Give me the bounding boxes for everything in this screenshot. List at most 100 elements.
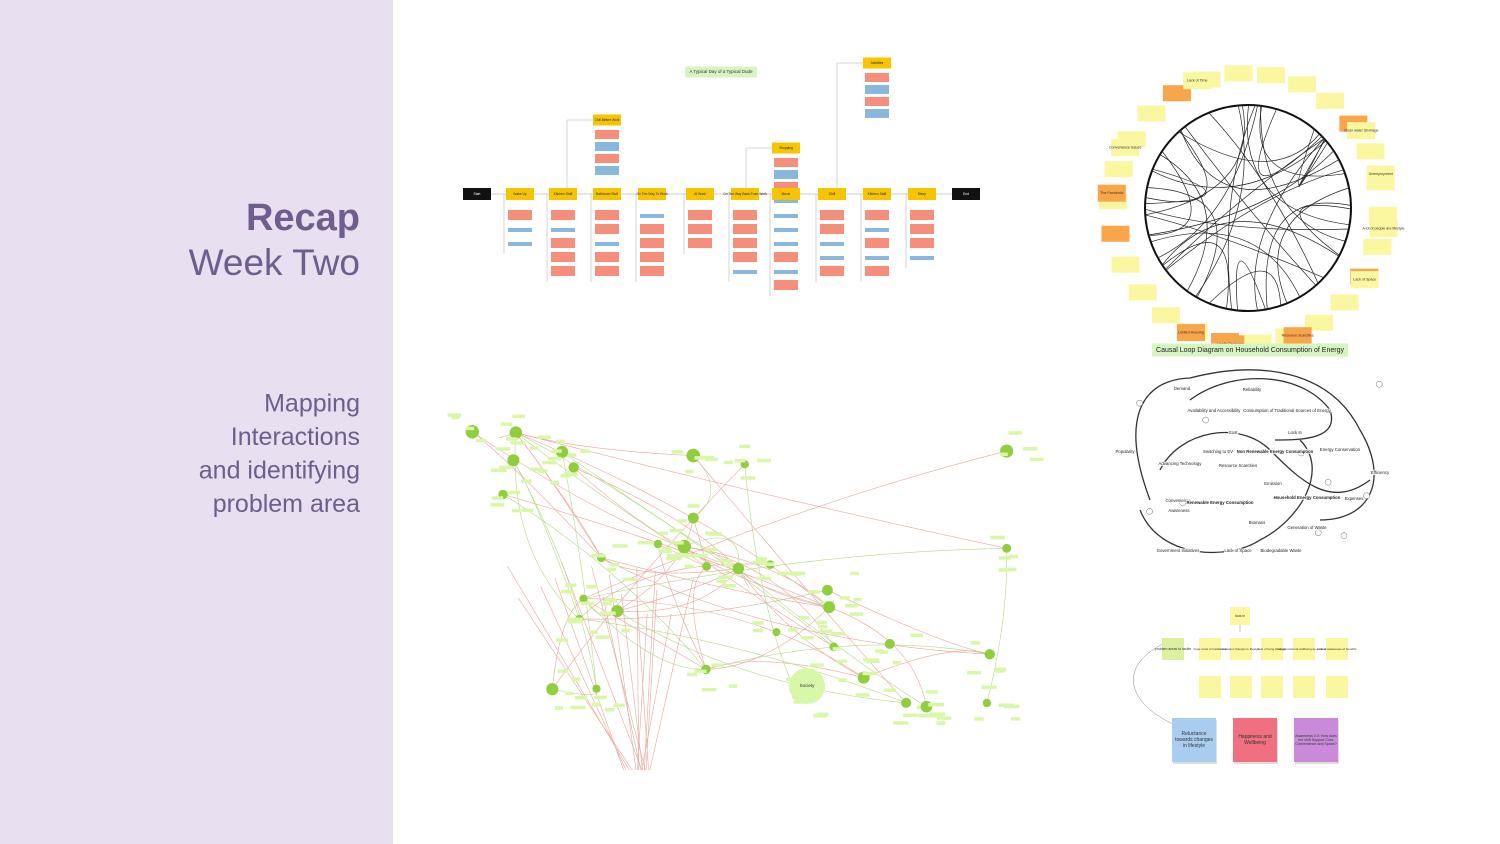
sub-note [865,85,889,94]
network-link [579,618,907,704]
network-link [693,455,907,704]
sticky [1288,76,1317,93]
causal-node: Biodegradable Waste [1261,548,1303,553]
area-text: Awareness 2.0: How does the shift Suppor… [1295,734,1337,746]
journey-step: End [963,192,969,196]
branch-line [836,62,863,194]
network-link [705,644,990,670]
journey-step-box [731,188,759,200]
sticky [1151,307,1180,324]
network-node [555,445,569,458]
network-leaf [565,583,577,587]
sub-note [551,266,575,276]
sticky [1111,256,1140,273]
network-leaf [548,456,562,461]
network-leaf [564,472,579,476]
sticky [1293,676,1315,698]
sub-note [640,224,664,234]
network-leaf [506,437,518,441]
sub-note [508,210,532,220]
affinity-line [1133,624,1241,726]
sub-note [733,270,757,274]
circle-label-box [1183,72,1212,90]
network-leaf [925,690,938,694]
sticky [1363,238,1392,255]
network-leaf [675,553,687,557]
circle-label: Unemployment [1369,172,1393,176]
network-node [611,604,624,618]
network-link [507,566,630,771]
network-node [568,462,579,473]
sub-note [910,238,934,248]
network-link [617,568,739,612]
network-leaf [607,567,616,572]
network-leaf [800,635,814,640]
network-leaf [659,531,669,535]
network-leaf [704,547,718,552]
journey-step-box [593,188,621,200]
causal-node: Renewable Energy Consumption [1186,500,1253,505]
network-leaf [999,452,1008,457]
network-leaf [574,695,588,700]
network-link [554,578,624,771]
network-leaf [879,650,889,654]
circle-label-box [1369,219,1398,237]
network-link [863,650,990,678]
network-leaf [832,647,841,651]
sticky [1368,206,1397,223]
network-node [732,562,745,575]
network-leaf [568,619,583,624]
chord [1145,168,1207,204]
network-leaf [580,449,591,454]
network-link [552,598,584,690]
title: Recap [246,197,360,239]
network-leaf [580,601,594,606]
network-leaf [764,562,775,566]
chord [1195,105,1245,297]
network-node [686,448,701,463]
network-leaf [970,641,981,645]
affinity-note-box [1293,638,1315,660]
sub-note [865,256,889,260]
journey-step: Bathroom Stuff [596,192,618,196]
sub-note [640,266,664,276]
network-leaf [570,705,586,710]
sub-note [595,266,619,276]
sub-note [640,238,664,248]
network-link [513,460,597,689]
journey-branch-box [593,114,621,126]
network-node [509,426,523,439]
network-leaf [520,479,532,483]
loop-arc [1135,369,1375,521]
sticky [1326,676,1348,698]
network-leaf [556,439,565,444]
network-link [601,557,739,574]
network-leaf [554,706,563,710]
network-leaf [537,435,551,439]
subtitle: Week Two [189,242,360,283]
network-node [653,539,663,549]
network-link [515,432,602,558]
chord [1148,151,1192,236]
journey-step-box [772,188,800,200]
affinity-problem: problem areas to tackle [1155,647,1191,651]
affinity-note: lack of awareness of benefits [1318,647,1357,651]
chord [1145,105,1245,216]
chord [1235,260,1266,311]
network-leaf [990,535,1005,540]
network-link [602,596,642,771]
causal-node: Generation of Waste [1287,525,1327,530]
circle-label: Convenience Issues [1109,145,1142,149]
network-leaf [637,540,654,545]
network-leaf [705,457,719,462]
sub-note [865,210,889,220]
journey-step-box [952,188,980,200]
network-leaf [928,703,944,707]
network-leaf [815,620,827,625]
sticky [1316,92,1345,109]
causal-node: Consumption of Traditional Sources of En… [1243,408,1332,413]
sub-note [595,166,619,175]
sub-note [688,210,712,220]
network-leaf [845,604,857,608]
